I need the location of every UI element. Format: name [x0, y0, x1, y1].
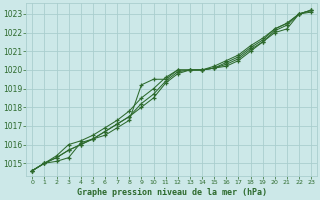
X-axis label: Graphe pression niveau de la mer (hPa): Graphe pression niveau de la mer (hPa): [77, 188, 267, 197]
